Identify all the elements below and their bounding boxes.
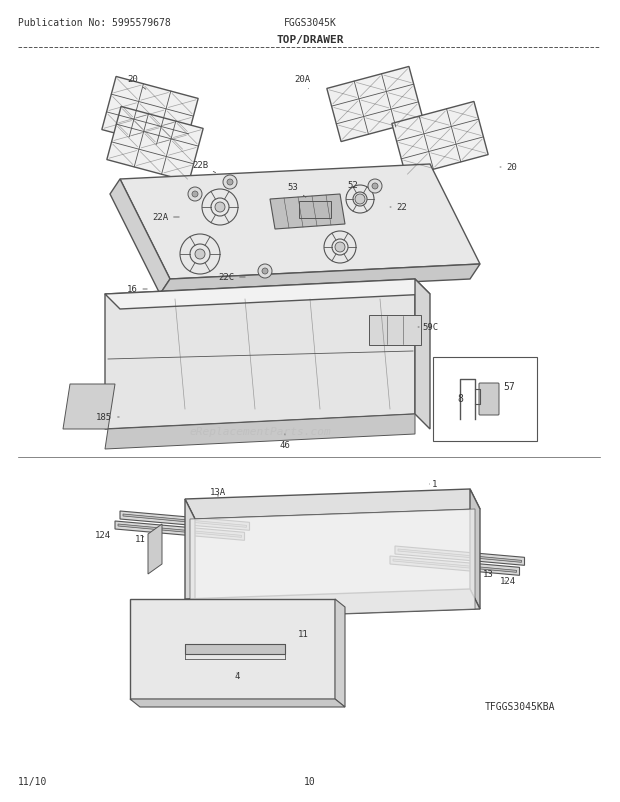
Circle shape [192,192,198,198]
Text: 16: 16 [126,286,147,294]
Polygon shape [393,559,516,573]
Polygon shape [105,280,430,310]
Polygon shape [105,415,415,449]
Text: 124: 124 [95,530,111,539]
Text: TOP/DRAWER: TOP/DRAWER [277,35,343,45]
Text: 1: 1 [430,480,438,489]
Polygon shape [160,265,480,294]
Text: 13: 13 [482,569,494,579]
Polygon shape [130,599,335,699]
Polygon shape [148,525,162,574]
Text: 8: 8 [457,394,463,403]
Text: 124: 124 [500,577,516,585]
Circle shape [262,269,268,274]
Text: 20: 20 [500,164,517,172]
Text: 22A: 22A [152,213,179,222]
Text: 11: 11 [298,630,308,638]
Text: TFGGS3045KBA: TFGGS3045KBA [485,701,556,711]
Polygon shape [130,699,345,707]
Circle shape [258,265,272,278]
Polygon shape [185,500,195,619]
Text: 185: 185 [96,413,119,422]
Polygon shape [120,512,249,531]
Circle shape [227,180,233,186]
Text: 22: 22 [390,203,407,213]
Polygon shape [298,610,312,659]
Text: 4: 4 [234,671,240,681]
Polygon shape [395,546,525,565]
Circle shape [223,176,237,190]
Text: FGGS3045K: FGGS3045K [283,18,337,28]
Text: 52: 52 [347,181,358,196]
Text: 20: 20 [128,75,146,90]
FancyBboxPatch shape [107,107,203,182]
FancyBboxPatch shape [327,67,423,143]
Text: 59C: 59C [418,323,438,332]
FancyBboxPatch shape [433,358,537,441]
Polygon shape [115,521,244,541]
Polygon shape [415,280,430,429]
Polygon shape [190,509,475,619]
Circle shape [215,203,225,213]
Text: 57: 57 [503,382,515,391]
Text: 20A: 20A [294,75,310,90]
Polygon shape [270,195,345,229]
Circle shape [195,249,205,260]
Text: 22B: 22B [192,160,216,173]
Polygon shape [185,489,480,520]
FancyBboxPatch shape [392,103,488,177]
Polygon shape [185,589,480,619]
Polygon shape [335,599,345,707]
Polygon shape [390,557,520,576]
Polygon shape [118,525,242,537]
Polygon shape [110,180,170,294]
FancyBboxPatch shape [479,383,499,415]
Text: 22C: 22C [218,273,246,282]
Text: eReplacementParts.com: eReplacementParts.com [189,427,331,436]
Circle shape [188,188,202,202]
Polygon shape [63,384,115,429]
Circle shape [372,184,378,190]
Text: 11: 11 [135,535,145,544]
Text: 46: 46 [280,434,290,450]
FancyBboxPatch shape [369,316,421,346]
Circle shape [355,195,365,205]
Circle shape [335,243,345,253]
Circle shape [368,180,382,194]
Polygon shape [123,514,247,528]
Text: 11/10: 11/10 [18,776,47,786]
Polygon shape [120,164,480,280]
FancyBboxPatch shape [102,77,198,152]
Polygon shape [105,280,415,429]
Polygon shape [398,549,521,563]
Text: 53: 53 [288,184,306,198]
Polygon shape [470,489,480,610]
Polygon shape [185,644,285,654]
FancyBboxPatch shape [299,202,331,219]
Text: Publication No: 5995579678: Publication No: 5995579678 [18,18,170,28]
Text: 13A: 13A [210,488,226,497]
Text: 10: 10 [304,776,316,786]
